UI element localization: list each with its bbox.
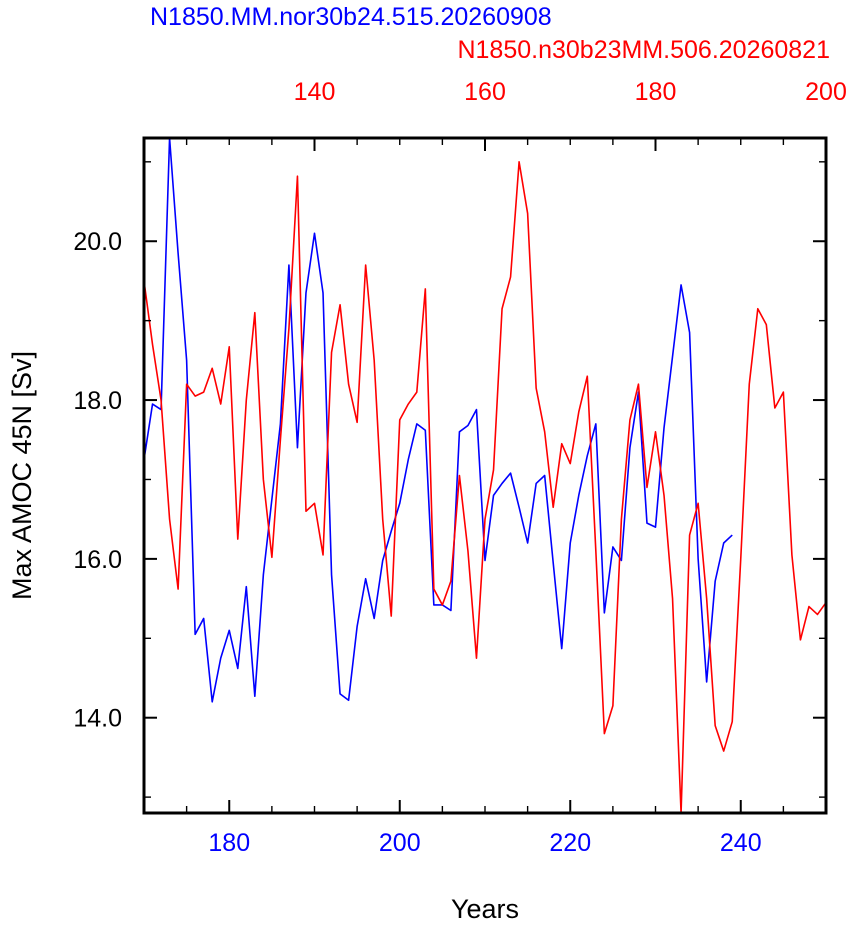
y-tick-label: 16.0 [73, 546, 122, 574]
x-top-tick-label: 200 [805, 78, 847, 106]
series-line-red [143, 161, 827, 814]
y-tick-label: 20.0 [73, 228, 122, 256]
series-line-blue [143, 137, 733, 703]
plot-frame [142, 136, 828, 815]
y-tick-label: 18.0 [73, 387, 122, 415]
y-axis-label: Max AMOC 45N [Sv] [7, 351, 37, 600]
plot-series-layer [143, 137, 827, 814]
x-top-tick-label: 140 [294, 78, 336, 106]
x-bottom-tick-label: 180 [208, 829, 250, 857]
x-axis-label: Years [451, 894, 519, 924]
x-top-tick-label: 160 [464, 78, 506, 106]
axes-layer: 14.0 16.0 18.0 20.0 180 200 220 240 140 160 180 200 [73, 78, 847, 857]
x-top-tick-label: 180 [635, 78, 677, 106]
x-bottom-tick-label: 200 [379, 829, 421, 857]
x-bottom-tick-label: 240 [720, 829, 762, 857]
x-bottom-tick-label: 220 [549, 829, 591, 857]
red-series-title: N1850.n30b23MM.506.20260821 [457, 36, 830, 64]
y-tick-label: 14.0 [73, 705, 122, 733]
blue-series-title: N1850.MM.nor30b24.515.20260908 [150, 3, 552, 31]
